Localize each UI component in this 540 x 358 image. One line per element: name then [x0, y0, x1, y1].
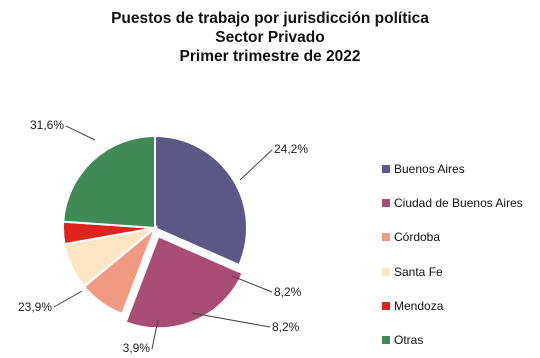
- leader-line-mendoza: [151, 319, 159, 350]
- leader-line-ciudad-de-buenos-aires: [239, 149, 273, 181]
- pie-slice-ciudad-de-buenos-aires: [124, 234, 244, 330]
- chart-title: Puestos de trabajo por jurisdicción polí…: [111, 10, 429, 27]
- data-label-ciudad-de-buenos-aires: 24,2%: [274, 142, 308, 156]
- chart-subtitle-2: Primer trimestre de 2022: [179, 48, 361, 65]
- legend-swatch: [382, 199, 390, 208]
- leader-line-santa-fe: [191, 312, 271, 328]
- pie-slice-buenos-aires: [154, 134, 248, 267]
- legend-item-ciudad-de-buenos-aires: Ciudad de Buenos Aires: [382, 186, 523, 220]
- legend-label: Otras: [394, 333, 424, 348]
- data-label-buenos-aires: 31,6%: [30, 118, 64, 132]
- legend-item-santa-fe: Santa Fe: [382, 255, 523, 289]
- legend-label: Ciudad de Buenos Aires: [394, 196, 523, 211]
- data-label-santa-fe: 8,2%: [272, 320, 300, 334]
- legend-swatch: [382, 233, 390, 242]
- legend-item-otras: Otras: [382, 323, 523, 357]
- legend-label: Santa Fe: [394, 264, 443, 279]
- pie-slice-otras: [62, 134, 156, 230]
- legend-label: Córdoba: [394, 230, 441, 245]
- leader-line-cordoba: [231, 275, 273, 293]
- leader-line-buenos-aires: [65, 125, 96, 141]
- chart-subtitle-1: Sector Privado: [215, 29, 325, 46]
- chart-title-block: Puestos de trabajo por jurisdicción polí…: [0, 9, 540, 66]
- chart-legend: Buenos Aires Ciudad de Buenos Aires Córd…: [382, 152, 523, 357]
- data-label-cordoba: 8,2%: [274, 285, 302, 299]
- legend-item-cordoba: Córdoba: [382, 220, 523, 254]
- leader-line-otras: [53, 290, 83, 308]
- legend-swatch: [382, 267, 390, 276]
- legend-item-buenos-aires: Buenos Aires: [382, 152, 523, 186]
- data-label-mendoza: 3,9%: [123, 341, 151, 355]
- legend-label: Mendoza: [394, 298, 444, 313]
- legend-swatch: [382, 301, 390, 310]
- legend-swatch: [382, 165, 390, 174]
- data-label-otras: 23,9%: [18, 300, 52, 314]
- legend-item-mendoza: Mendoza: [382, 289, 523, 323]
- legend-swatch: [382, 336, 390, 345]
- legend-label: Buenos Aires: [394, 162, 465, 177]
